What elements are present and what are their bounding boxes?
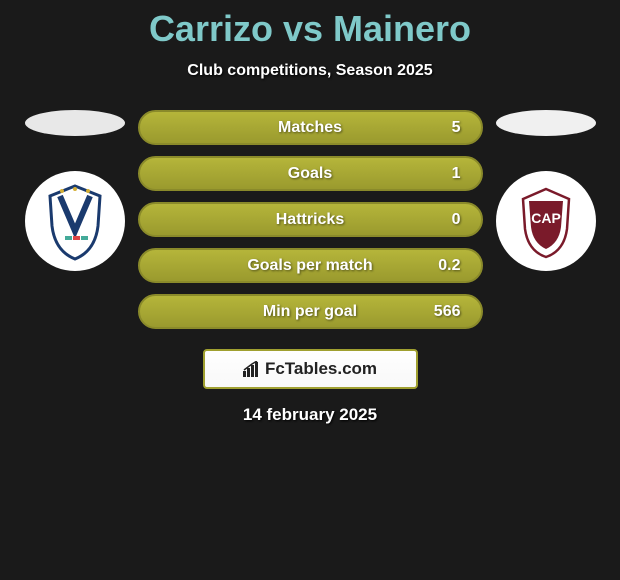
logo-label: FcTables.com [265,359,377,379]
stats-column: Matches 5 Goals 1 Hattricks 0 Goals per … [138,110,483,329]
stat-value: 5 [452,119,461,137]
stat-row-matches: Matches 5 [138,110,483,145]
fctables-logo[interactable]: FcTables.com [203,349,418,389]
stat-value: 566 [434,303,461,321]
stat-label: Goals per match [247,257,372,275]
stat-row-gpm: Goals per match 0.2 [138,248,483,283]
stat-label: Min per goal [263,303,357,321]
stat-value: 0 [452,211,461,229]
stat-label: Goals [288,165,332,183]
stat-value: 0.2 [438,257,460,275]
stat-row-mpg: Min per goal 566 [138,294,483,329]
stat-value: 1 [452,165,461,183]
left-player-column [20,110,130,271]
left-player-avatar [25,110,125,136]
left-club-badge [25,171,125,271]
svg-text:CAP: CAP [531,210,561,226]
stat-row-goals: Goals 1 [138,156,483,191]
subtitle: Club competitions, Season 2025 [187,62,432,80]
right-player-column: CAP [491,110,601,271]
platense-shield-icon: CAP [511,181,581,261]
main-content-row: Matches 5 Goals 1 Hattricks 0 Goals per … [0,110,620,329]
stat-label: Matches [278,119,342,137]
stat-row-hattricks: Hattricks 0 [138,202,483,237]
stat-label: Hattricks [276,211,344,229]
comparison-title: Carrizo vs Mainero [149,8,471,50]
velez-shield-icon [40,181,110,261]
right-club-badge: CAP [496,171,596,271]
right-player-avatar [496,110,596,136]
chart-icon [243,361,261,377]
comparison-date: 14 february 2025 [243,405,377,425]
logo-text: FcTables.com [243,359,377,379]
